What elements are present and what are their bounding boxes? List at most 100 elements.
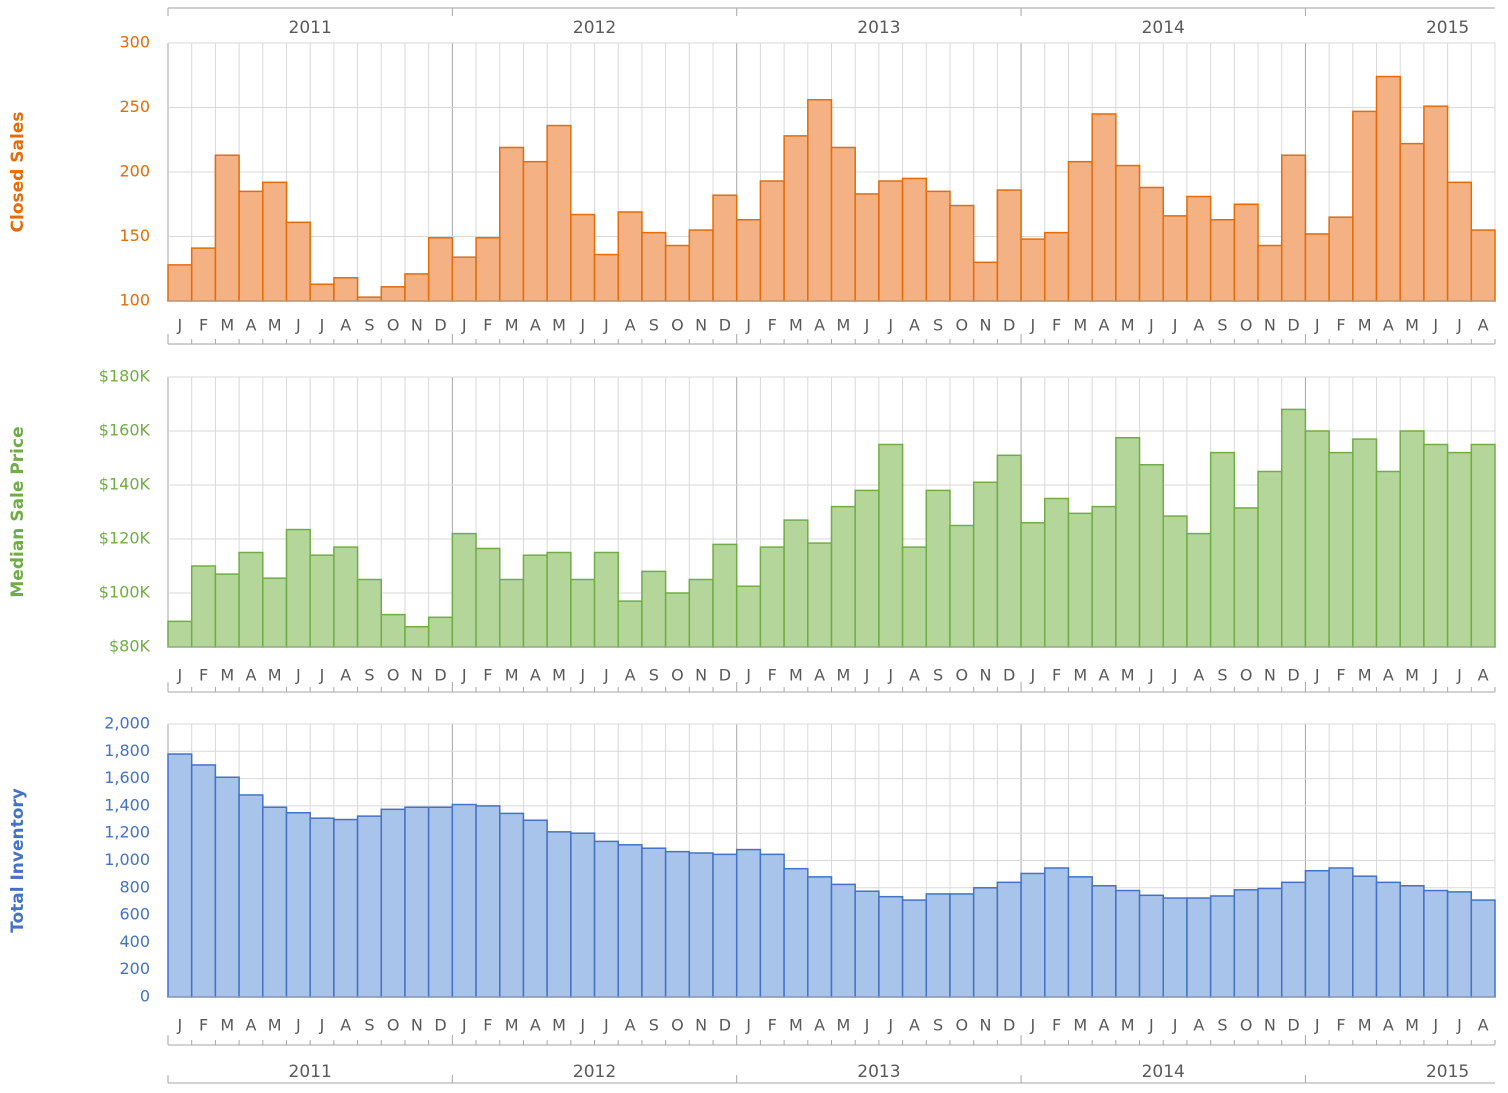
bar <box>309 554 335 648</box>
x-tick-label: A <box>1193 1016 1204 1035</box>
x-tick-label: F <box>768 666 777 685</box>
bar <box>499 812 525 998</box>
bar <box>309 817 335 998</box>
x-tick-label: D <box>434 666 446 685</box>
bar <box>1280 408 1307 648</box>
x-tick-label: O <box>387 666 400 685</box>
x-tick-label: J <box>1314 1016 1320 1035</box>
x-tick-label: F <box>199 316 208 335</box>
bar <box>1020 238 1046 302</box>
x-tick-label: A <box>909 1016 920 1035</box>
bar <box>1470 229 1496 302</box>
bar <box>878 895 904 998</box>
x-tick-label: J <box>603 1016 609 1035</box>
y-axis-title: Total Inventory <box>8 788 28 933</box>
x-tick-label: M <box>268 316 282 335</box>
bar <box>1352 438 1378 648</box>
x-tick-label: J <box>1030 1016 1036 1035</box>
bar <box>1162 515 1188 648</box>
bar <box>1304 869 1330 998</box>
x-tick-label: M <box>220 666 234 685</box>
bar <box>190 764 217 998</box>
bar <box>664 592 691 648</box>
bar <box>712 853 738 998</box>
bar <box>901 177 928 302</box>
bar <box>807 99 833 302</box>
bar <box>783 867 809 998</box>
x-tick-label: M <box>836 1016 850 1035</box>
x-tick-label: J <box>1432 666 1438 685</box>
x-tick-label: M <box>1405 316 1419 335</box>
bar <box>712 543 738 648</box>
x-tick-label: J <box>319 1016 325 1035</box>
x-tick-label: J <box>1456 1016 1462 1035</box>
x-tick-label: J <box>579 1016 585 1035</box>
bar <box>1020 872 1046 998</box>
bar <box>641 847 667 998</box>
bar <box>1423 889 1449 998</box>
x-tick-label: F <box>768 316 777 335</box>
x-tick-label: M <box>1405 1016 1419 1035</box>
bar <box>427 616 454 648</box>
x-tick-label: M <box>505 1016 519 1035</box>
bar <box>333 818 359 998</box>
bar <box>1044 497 1070 648</box>
bar <box>1446 181 1473 302</box>
bar <box>522 160 548 302</box>
bar <box>1328 867 1354 998</box>
x-tick-label: D <box>1003 666 1015 685</box>
x-tick-label: A <box>340 666 351 685</box>
bar <box>451 532 477 648</box>
x-tick-label: A <box>1478 316 1489 335</box>
y-tick-label: 1,800 <box>104 741 150 760</box>
y-tick-label: 200 <box>119 162 150 181</box>
bar <box>925 190 951 302</box>
bar <box>759 546 785 648</box>
y-tick-label: $160K <box>99 421 151 440</box>
year-label: 2015 <box>1426 1062 1469 1082</box>
bar <box>1186 195 1212 302</box>
x-tick-label: S <box>364 316 374 335</box>
x-tick-label: A <box>1099 666 1110 685</box>
x-tick-label: N <box>1264 316 1276 335</box>
bar <box>427 806 454 998</box>
bar <box>1233 507 1259 648</box>
x-tick-label: J <box>176 316 182 335</box>
x-tick-label: N <box>411 1016 423 1035</box>
x-tick-label: N <box>695 316 707 335</box>
x-tick-label: J <box>319 316 325 335</box>
bar <box>1399 430 1425 648</box>
bar <box>309 283 335 302</box>
bar <box>1423 105 1449 302</box>
bar <box>712 194 738 302</box>
x-tick-label: A <box>814 316 825 335</box>
bar <box>238 190 264 302</box>
bar <box>1138 186 1165 302</box>
bar <box>1067 160 1093 302</box>
x-tick-label: J <box>579 316 585 335</box>
x-tick-label: A <box>1383 666 1394 685</box>
bar <box>285 528 311 648</box>
bar <box>735 218 762 302</box>
bar <box>1446 451 1473 648</box>
x-tick-label: J <box>176 666 182 685</box>
x-tick-label: O <box>671 1016 684 1035</box>
x-tick-label: M <box>1358 666 1372 685</box>
bar <box>190 247 217 302</box>
x-tick-label: M <box>505 666 519 685</box>
bar <box>1162 215 1188 302</box>
x-tick-label: J <box>1456 666 1462 685</box>
x-tick-label: J <box>887 316 893 335</box>
bar <box>1328 216 1354 302</box>
x-tick-label: O <box>1240 666 1253 685</box>
bar <box>427 237 454 302</box>
x-tick-label: S <box>933 1016 943 1035</box>
bar <box>1257 887 1283 998</box>
bar <box>570 832 596 998</box>
x-tick-label: M <box>552 666 566 685</box>
bar <box>1233 889 1259 998</box>
x-tick-label: F <box>1052 666 1061 685</box>
x-tick-label: J <box>319 666 325 685</box>
year-label: 2011 <box>289 1062 332 1082</box>
